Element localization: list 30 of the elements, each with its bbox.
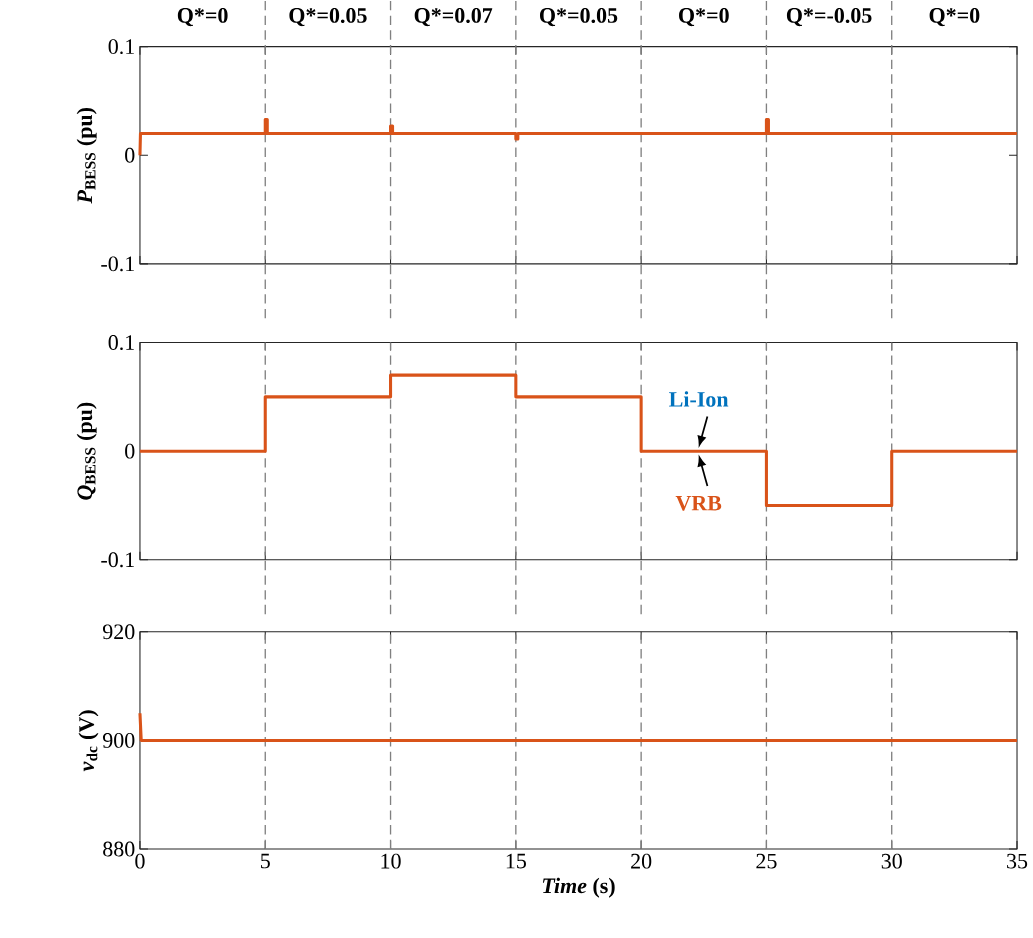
text: Q*=0 (929, 7, 980, 27)
y-tick-label: 880 (103, 841, 135, 857)
text: Q*=0.07 (414, 7, 493, 27)
y-tick-label: -0.1 (101, 552, 134, 568)
text: Q*=0 (679, 7, 729, 27)
x-tick-label: 5 (261, 853, 270, 869)
x-tick-label: 35 (1007, 853, 1028, 869)
text: Q*=0 (177, 7, 228, 27)
text: Q*=0.05 (539, 7, 618, 27)
y-tick-label: 0.1 (108, 38, 134, 54)
text: VRB (675, 495, 722, 511)
y-axis-title: v$_{dc}$ (V) (78, 710, 99, 772)
y-tick-label: 0 (125, 443, 135, 459)
x-tick-label: 15 (506, 853, 526, 869)
y-axis-title: Q$_{BESS}$ (pu) (76, 402, 97, 500)
x-tick-label: 20 (631, 853, 652, 869)
y-tick-label: 900 (102, 732, 135, 748)
legend-label: Li-Ion (669, 391, 729, 407)
text: Q*=-0.05 (786, 7, 872, 27)
y-tick-label: -0.1 (101, 256, 134, 272)
y-axis-title: P$_{BESS}$ (pu) (76, 107, 97, 204)
x-axis-title: Time (s) (542, 877, 615, 898)
x-tick-label: 10 (381, 853, 401, 869)
y-tick-label: 0.1 (108, 334, 134, 350)
y-tick-label: 920 (102, 624, 135, 640)
y-tick-label: 0 (125, 147, 135, 163)
x-tick-label: 30 (881, 853, 902, 869)
x-tick-label: 25 (756, 853, 777, 869)
x-tick-label: 0 (135, 853, 145, 869)
text: Q*=0.05 (289, 7, 367, 27)
